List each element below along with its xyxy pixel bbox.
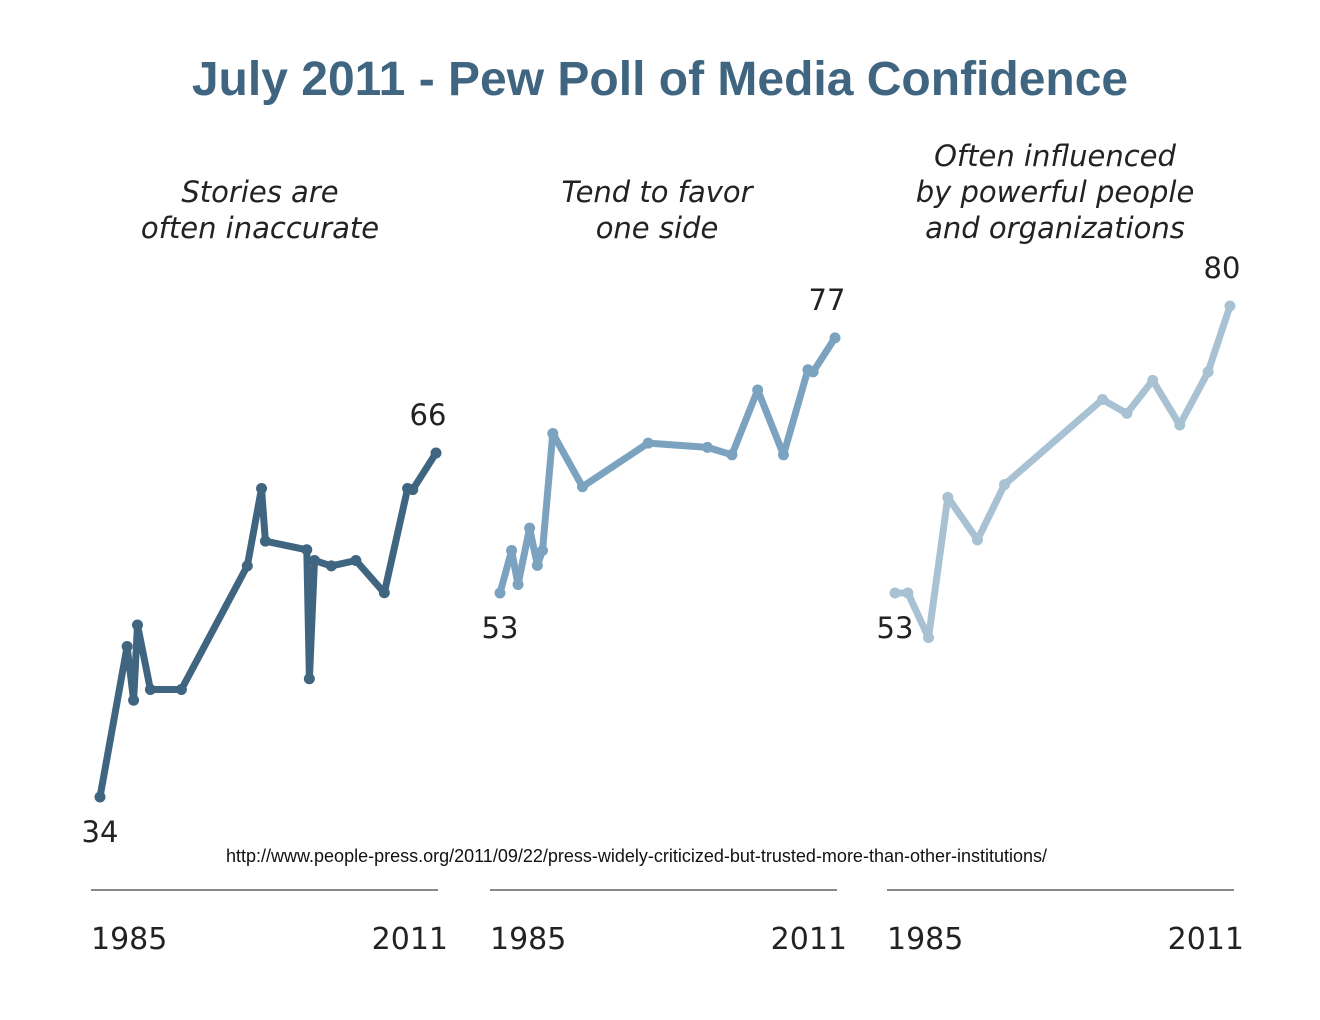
end-value-label: 80 — [1204, 251, 1241, 285]
data-point — [94, 791, 106, 803]
series-line-1 — [96, 449, 440, 801]
data-point — [1224, 300, 1236, 312]
data-point — [1096, 394, 1108, 406]
data-point — [309, 555, 321, 566]
panel-3-title-line: by powerful people — [915, 175, 1195, 209]
data-point — [642, 437, 654, 449]
data-point — [303, 673, 315, 685]
series-line-2 — [496, 334, 839, 597]
data-point — [350, 555, 362, 566]
data-point — [430, 447, 442, 459]
data-point — [829, 332, 841, 344]
data-point — [1202, 366, 1214, 378]
data-point — [131, 619, 143, 631]
data-point — [999, 479, 1011, 491]
data-point — [256, 482, 268, 494]
data-point — [752, 384, 764, 396]
panel-1-title: Stories are often inaccurate — [60, 174, 460, 246]
data-point — [506, 544, 518, 556]
data-point — [777, 449, 789, 461]
data-point — [942, 491, 954, 503]
data-point — [325, 560, 337, 572]
data-point — [576, 481, 588, 493]
data-point — [1121, 407, 1133, 419]
data-point — [512, 578, 524, 590]
panel-1-title-line: often inaccurate — [140, 211, 380, 245]
data-point — [726, 449, 738, 461]
data-point — [1147, 374, 1159, 386]
chart-title: July 2011 - Pew Poll of Media Confidence — [191, 53, 1129, 106]
x-tick-label: 1985 — [490, 922, 566, 957]
data-point — [121, 641, 133, 652]
panel-2-title-line: one side — [595, 211, 719, 245]
panel-3-title-line: and organizations — [925, 211, 1185, 245]
x-tick-label: 2011 — [372, 922, 448, 957]
data-point — [547, 428, 559, 440]
data-point — [175, 684, 187, 695]
data-point — [1174, 419, 1186, 431]
end-value-label: 66 — [410, 398, 447, 432]
end-value-label: 77 — [809, 283, 846, 317]
start-value-label: 34 — [82, 815, 119, 849]
data-point — [524, 522, 536, 534]
x-tick-label: 2011 — [771, 922, 847, 957]
data-point — [241, 560, 253, 572]
panel-3-title-line: Often influenced — [934, 139, 1176, 173]
data-point — [902, 587, 914, 599]
x-tick-label: 1985 — [887, 922, 963, 957]
panel-2-title: Tend to favor one side — [457, 174, 857, 246]
series-line-3 — [891, 302, 1234, 642]
start-value-label: 53 — [877, 611, 914, 645]
data-point — [807, 366, 819, 378]
start-value-label: 53 — [482, 611, 519, 645]
data-point — [128, 694, 140, 706]
data-point — [301, 544, 313, 556]
data-point — [971, 534, 983, 546]
data-point — [407, 484, 419, 496]
x-tick-label: 2011 — [1168, 922, 1244, 957]
source-url[interactable]: http://www.people-press.org/2011/09/22/p… — [226, 846, 1048, 866]
data-point — [531, 559, 543, 571]
panel-3-title: Often influenced by powerful people and … — [855, 138, 1255, 246]
panel-2-title-line: Tend to favor — [561, 175, 753, 209]
data-point — [144, 684, 156, 695]
data-point — [494, 587, 506, 599]
data-point — [378, 587, 390, 599]
data-point — [537, 544, 549, 556]
data-point — [923, 632, 934, 644]
panel-1-title-line: Stories are — [181, 175, 339, 209]
data-point — [889, 587, 901, 599]
x-tick-label: 1985 — [91, 922, 167, 957]
data-point — [701, 441, 713, 453]
data-point — [259, 535, 271, 547]
